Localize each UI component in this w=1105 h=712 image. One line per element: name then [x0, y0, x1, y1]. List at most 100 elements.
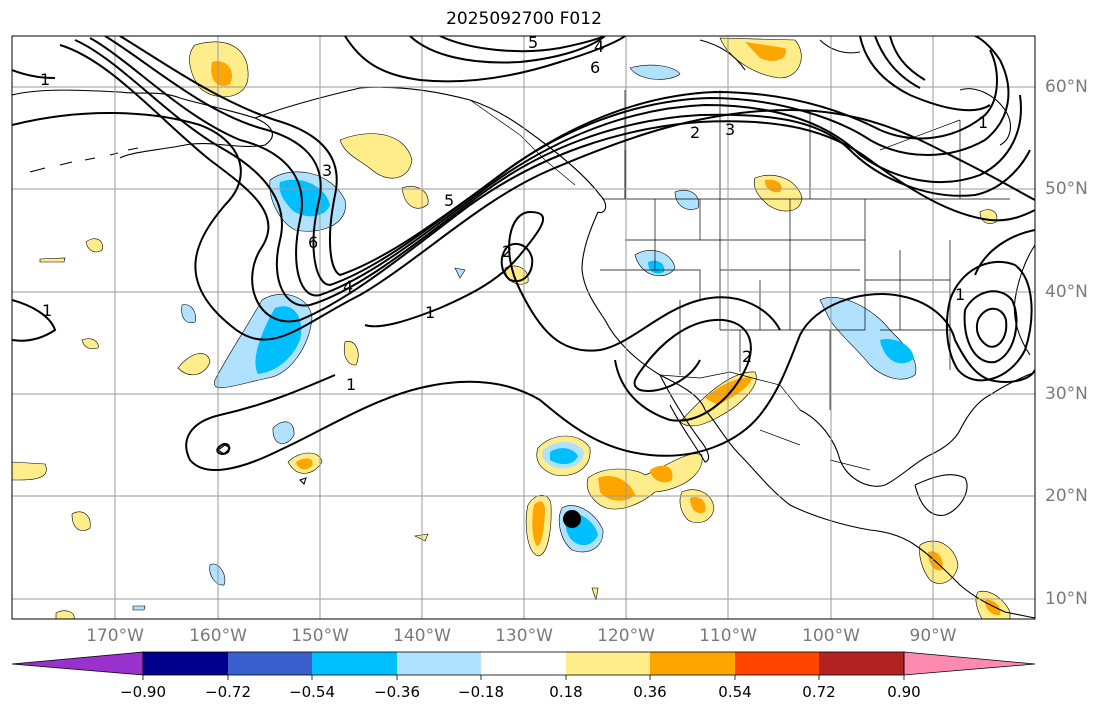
shade-patch [39, 257, 66, 263]
latitude-label: 10°N [1045, 589, 1088, 609]
coastline-central-america [914, 544, 1035, 619]
coastlines [12, 39, 1035, 619]
coastline-east-coast [1013, 244, 1035, 356]
shade-patch [880, 339, 914, 364]
anomaly-shading [12, 37, 1011, 619]
shade-patch [674, 189, 700, 210]
shade-patch [339, 133, 413, 179]
colorbar-tick-label: 0.72 [802, 683, 836, 701]
contour-north-lobe-2 [409, 36, 606, 64]
shade-patch [55, 610, 75, 619]
contour-east-lobe-2 [874, 36, 921, 89]
shade-patch [12, 461, 47, 481]
colorbar-tick-label: −0.90 [120, 683, 166, 701]
contour-1-outer [12, 108, 1035, 341]
contour-2 [59, 44, 1035, 323]
shade-patch [296, 458, 313, 470]
latitude-label: 60°N [1045, 77, 1088, 97]
shade-patch [272, 421, 295, 444]
contour-label: 1 [955, 285, 965, 304]
contour-label: 3 [725, 120, 735, 139]
shade-patch [343, 341, 359, 366]
colorbar-segment [481, 652, 566, 675]
colorbar-extend-low [11, 651, 144, 676]
coastline-baja [659, 374, 710, 463]
colorbar-outline [142, 651, 905, 676]
coastline-aleutians [29, 147, 139, 173]
contour-label: 2 [742, 347, 752, 366]
shade-patch [629, 64, 681, 80]
contour-label-group: 5 4 6 2 3 1 3 6 5 4 1 2 1 2 1 1 1 [40, 36, 988, 394]
shade-patch [532, 501, 546, 546]
contour-label: 1 [978, 113, 988, 132]
contour-label: 2 [502, 242, 512, 261]
colorbar-segment [566, 652, 650, 675]
colorbar-segment [735, 652, 819, 675]
contour-label: 5 [444, 191, 454, 210]
storm-center-marker [563, 510, 581, 528]
border-us-mexico [659, 371, 801, 411]
contour-2-southwest-mexico [614, 318, 752, 422]
longitude-label: 160°W [189, 626, 247, 646]
contour-6 [119, 36, 998, 277]
shade-patch [211, 61, 232, 86]
contour-far-east [974, 229, 1035, 276]
contour-north-lobe [344, 36, 626, 83]
shade-patch [181, 304, 197, 323]
map-frame [11, 35, 1036, 620]
longitude-label: 90°W [909, 626, 957, 646]
shade-patch [753, 174, 803, 212]
colorbar-segment [650, 652, 735, 675]
longitude-label: 140°W [393, 626, 451, 646]
longitude-label: 120°W [597, 626, 655, 646]
contour-east-closed [945, 260, 1033, 382]
colorbar-tick-label: 0.54 [718, 683, 752, 701]
latitude-label: 50°N [1045, 179, 1088, 199]
state-lines [600, 150, 951, 410]
contour-east-closed-2 [963, 290, 1018, 364]
contour-label: 4 [343, 277, 353, 296]
contour-label: 4 [594, 37, 604, 56]
contour-label: 3 [322, 161, 332, 180]
shade-patch [177, 353, 211, 376]
contour-label: 6 [308, 233, 318, 252]
coastline-mexico-west [704, 409, 916, 546]
shade-patch [745, 42, 786, 61]
coastline-gulf-of-mexico [799, 371, 1035, 487]
contour-east-closed-3 [975, 307, 1008, 348]
mexico-states [759, 429, 871, 471]
coastline-pnw [581, 211, 706, 411]
contour-east-lobe [859, 36, 991, 112]
colorbar-segment [312, 652, 397, 675]
map-area: 5 4 6 2 3 1 3 6 5 4 1 2 1 2 1 1 1 [12, 36, 1035, 619]
latitude-label: 30°N [1045, 384, 1088, 404]
shade-patch [979, 209, 998, 224]
latitude-label: 40°N [1045, 282, 1088, 302]
contour-label: 1 [425, 303, 435, 322]
longitude-label: 100°W [802, 626, 860, 646]
coastline-yucatan [914, 474, 968, 516]
longitude-label: 130°W [495, 626, 553, 646]
colorbar-tick-label: 0.90 [887, 683, 921, 701]
colorbar-tick-label: 0.36 [633, 683, 667, 701]
shade-patch [209, 563, 226, 586]
shade-patch [71, 511, 91, 531]
contour-west-edge [12, 299, 57, 342]
contour-4 [89, 37, 1022, 297]
chart-title: 2025092700 F012 [446, 9, 602, 29]
longitude-label: 110°W [699, 626, 757, 646]
shade-patch [401, 186, 429, 209]
shade-patch [255, 306, 302, 374]
shade-patch [454, 267, 466, 279]
canada-provinces [624, 90, 961, 199]
contour-1-mid [364, 210, 781, 352]
contour-small-ring [500, 242, 534, 283]
graticule [12, 36, 1035, 619]
shade-patch [550, 448, 578, 465]
colorbar-extend-high [903, 651, 1036, 676]
contours [12, 36, 1035, 471]
contour-label: 2 [690, 123, 700, 142]
coastline-arctic [699, 39, 861, 71]
shade-patch [85, 238, 103, 253]
